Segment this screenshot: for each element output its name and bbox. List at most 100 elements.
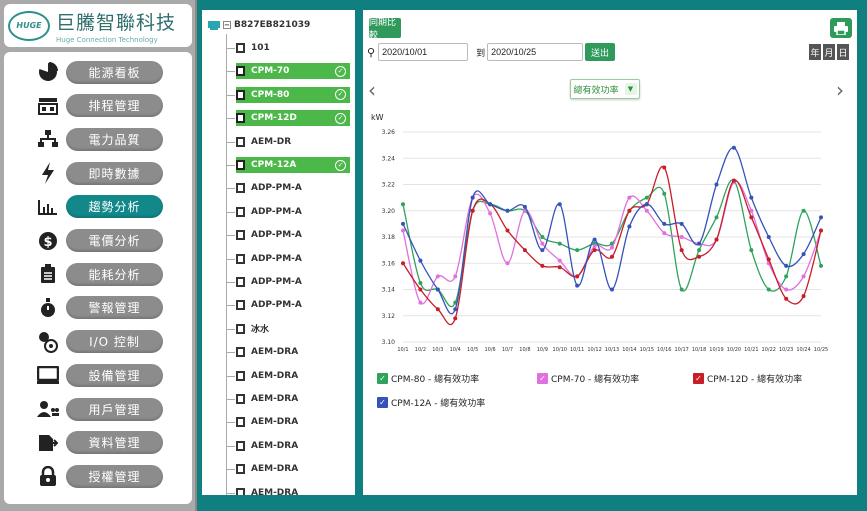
menu-item-label[interactable]: 資料管理 — [66, 431, 163, 455]
data-point — [714, 215, 719, 220]
menu-item[interactable]: 即時數據 — [4, 158, 192, 188]
menu-item[interactable]: 電力品質 — [4, 124, 192, 154]
tree-device-item[interactable]: CPM-80 ✓ — [236, 86, 350, 103]
legend-checkbox[interactable]: ✓ — [693, 373, 704, 384]
data-point — [644, 202, 649, 207]
legend-checkbox[interactable]: ✓ — [377, 397, 388, 408]
menu-item-label[interactable]: 電力品質 — [66, 127, 163, 151]
data-point — [784, 274, 789, 279]
data-point — [627, 195, 632, 200]
to-label: 到 — [476, 48, 486, 59]
menu-item[interactable]: 用戶管理 — [4, 394, 192, 424]
tree-root[interactable]: − B827EB821039 — [208, 20, 310, 30]
period-compare-button[interactable]: 同期比較 — [369, 18, 401, 41]
tree-root-label: B827EB821039 — [234, 20, 311, 30]
x-tick-label: 10/15 — [640, 347, 654, 353]
data-point — [592, 244, 597, 249]
tree-device-item[interactable]: CPM-12D ✓ — [236, 110, 350, 127]
menu-item-label[interactable]: 授權管理 — [66, 464, 163, 488]
legend-item[interactable]: ✓ CPM-12A - 總有效功率 — [377, 396, 485, 409]
menu-item[interactable]: I/O 控制 — [4, 327, 192, 357]
tree-device-item[interactable]: CPM-70 ✓ — [236, 63, 350, 80]
tree-device-item[interactable]: AEM-DRA — [236, 391, 350, 407]
tree-device-item[interactable]: AEM-DRA — [236, 368, 350, 384]
tree-device-item[interactable]: CPM-12A ✓ — [236, 157, 350, 173]
tree-device-item[interactable]: AEM-DRA — [236, 438, 350, 454]
tree-device-item[interactable]: 冰水 — [236, 321, 350, 337]
data-point — [697, 254, 702, 259]
start-date-input[interactable]: 2020/10/01 — [378, 43, 469, 61]
period-month-button[interactable]: 月 — [823, 44, 835, 60]
menu-item[interactable]: 資料管理 — [4, 428, 192, 458]
menu-item-label[interactable]: 用戶管理 — [66, 397, 163, 421]
chevron-left-icon[interactable]: ‹ — [368, 78, 376, 102]
menu-item-label[interactable]: 即時數據 — [66, 161, 163, 185]
chevron-right-icon[interactable]: › — [836, 78, 844, 102]
brand-subtitle: Huge Connection Technology — [56, 35, 158, 44]
x-tick-label: 10/14 — [622, 347, 636, 353]
collapse-icon[interactable]: − — [223, 21, 231, 29]
tree-device-item[interactable]: AEM-DRA — [236, 461, 350, 477]
menu-item-label[interactable]: 設備管理 — [66, 363, 163, 387]
tree-device-item[interactable]: ADP-PM-A — [236, 297, 350, 313]
menu-item-label[interactable]: 電價分析 — [66, 229, 163, 252]
menu-item-label[interactable]: 能源看板 — [66, 60, 163, 84]
tree-device-item[interactable]: ADP-PM-A — [236, 274, 350, 290]
data-point — [801, 208, 806, 213]
tree-device-label: AEM-DRA — [251, 464, 299, 475]
legend-item[interactable]: ✓ CPM-80 - 總有效功率 — [377, 372, 479, 385]
y-tick-label: 3.16 — [382, 260, 396, 267]
menu-item[interactable]: 能源看板 — [4, 57, 192, 87]
tree-device-item[interactable]: AEM-DRA — [236, 414, 350, 430]
tree-device-item[interactable]: ADP-PM-A — [236, 204, 350, 220]
data-point — [801, 274, 806, 279]
submit-button[interactable]: 送出 — [585, 43, 615, 61]
network-icon — [34, 128, 62, 150]
print-button[interactable] — [830, 18, 852, 38]
menu-item-label[interactable]: 排程管理 — [66, 94, 163, 118]
tree-device-item[interactable]: ADP-PM-A — [236, 251, 350, 267]
tree-device-label: CPM-70 — [251, 66, 290, 77]
menu-item-label[interactable]: 能耗分析 — [66, 262, 163, 286]
tree-device-item[interactable]: AEM-DRA — [236, 485, 350, 495]
menu-item-label[interactable]: 警報管理 — [66, 296, 163, 320]
check-circle-icon: ✓ — [335, 89, 346, 101]
data-point — [453, 316, 458, 321]
tree-device-item[interactable]: ADP-PM-A — [236, 227, 350, 243]
tree-device-label: AEM-DRA — [251, 347, 299, 358]
metric-select[interactable]: 總有效功率 ▼ — [570, 79, 640, 99]
data-point — [505, 228, 510, 233]
menu-item-label[interactable]: 趨勢分析 — [66, 195, 163, 219]
lock-icon — [34, 465, 62, 487]
end-date-input[interactable]: 2020/10/25 — [487, 43, 584, 61]
menu-item[interactable]: 排程管理 — [4, 91, 192, 121]
data-point — [610, 245, 614, 250]
period-day-button[interactable]: 日 — [837, 44, 849, 60]
period-year-button[interactable]: 年 — [809, 44, 821, 60]
menu-item[interactable]: 設備管理 — [4, 360, 192, 390]
menu-item[interactable]: 趨勢分析 — [4, 192, 192, 222]
brand-logo[interactable]: HUGE 巨騰智聯科技 Huge Connection Technology — [4, 4, 192, 47]
data-point — [540, 241, 545, 246]
tree-device-item[interactable]: AEM-DR — [236, 134, 350, 150]
tree-device-item[interactable]: 101 — [236, 40, 350, 56]
data-point — [540, 248, 545, 253]
data-point — [662, 231, 667, 236]
menu-item[interactable]: $ 電價分析 — [4, 226, 192, 256]
y-tick-label: 3.10 — [382, 339, 396, 346]
menu-item[interactable]: 授權管理 — [4, 461, 192, 491]
menu-item[interactable]: 警報管理 — [4, 293, 192, 323]
menu-item[interactable]: 能耗分析 — [4, 259, 192, 289]
legend-item[interactable]: ✓ CPM-12D - 總有效功率 — [693, 372, 802, 385]
device-icon — [236, 487, 245, 495]
legend-checkbox[interactable]: ✓ — [377, 373, 388, 384]
users-icon — [34, 398, 62, 420]
tree-device-item[interactable]: ADP-PM-A — [236, 180, 350, 196]
menu-item-label[interactable]: I/O 控制 — [66, 330, 163, 354]
legend-item[interactable]: ✓ CPM-70 - 總有效功率 — [537, 372, 639, 385]
legend-checkbox[interactable]: ✓ — [537, 373, 548, 384]
y-axis-unit: kW — [371, 113, 384, 122]
io-control-icon — [34, 331, 62, 353]
tree-device-item[interactable]: AEM-DRA — [236, 344, 350, 360]
monitor-icon — [34, 364, 62, 386]
